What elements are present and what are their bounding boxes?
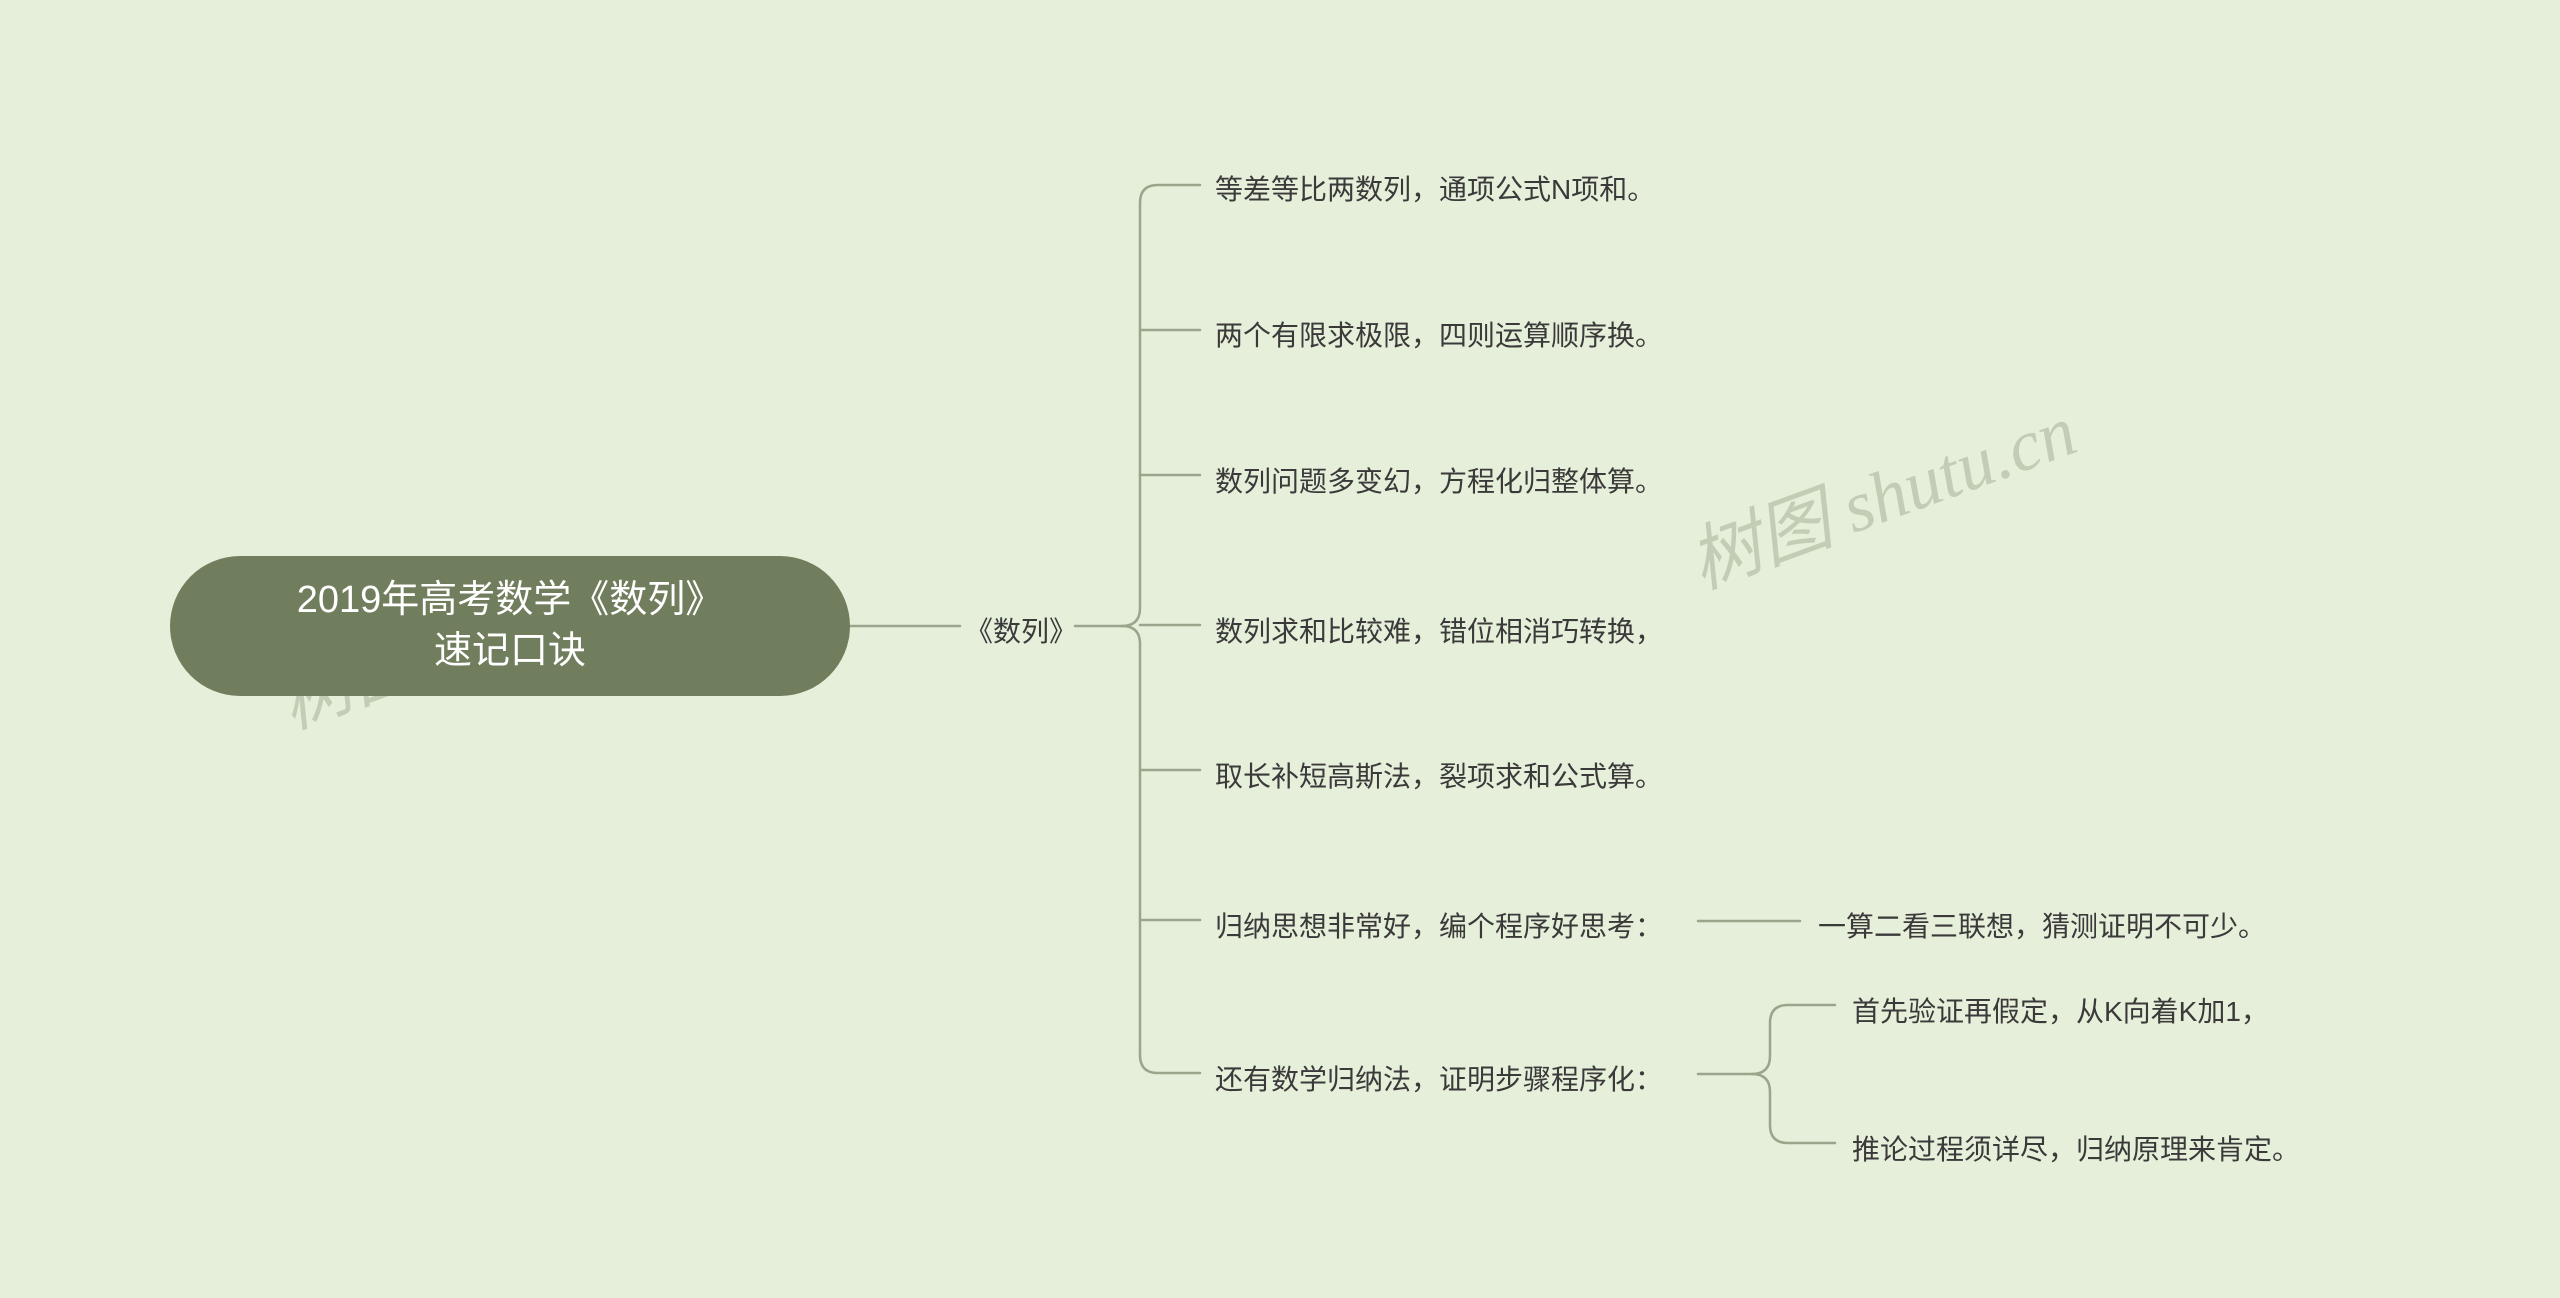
l2-item-7: 还有数学归纳法，证明步骤程序化： [1215, 1058, 1663, 1098]
l2-item-2: 两个有限求极限，四则运算顺序换。 [1215, 314, 1663, 354]
l3b-item-1: 首先验证再假定，从K向着K加1， [1852, 990, 2269, 1030]
l2-item-5: 取长补短高斯法，裂项求和公式算。 [1215, 755, 1663, 795]
l2-item-4: 数列求和比较难，错位相消巧转换， [1215, 610, 1663, 650]
l2-item-6: 归纳思想非常好，编个程序好思考： [1215, 905, 1663, 945]
root-node: 2019年高考数学《数列》 速记口诀 [170, 556, 850, 696]
l2-item-3: 数列问题多变幻，方程化归整体算。 [1215, 460, 1663, 500]
l2-item-1: 等差等比两数列，通项公式N项和。 [1215, 168, 1655, 208]
mindmap-canvas: 树图 shutu.cn 树图 shutu.cn 2019年高考数学《数列》 速记… [0, 0, 2560, 1298]
level1-node: 《数列》 [965, 610, 1077, 650]
root-line-1: 2019年高考数学《数列》 [297, 575, 724, 626]
l3b-item-2: 推论过程须详尽，归纳原理来肯定。 [1852, 1128, 2300, 1168]
watermark-2: 树图 shutu.cn [1672, 372, 2088, 609]
root-line-2: 速记口诀 [434, 626, 586, 677]
l3a-item-1: 一算二看三联想，猜测证明不可少。 [1818, 905, 2266, 945]
